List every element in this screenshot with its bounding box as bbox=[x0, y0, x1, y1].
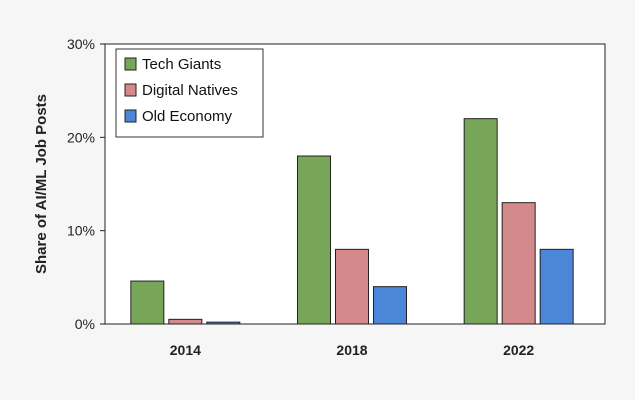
legend-label: Digital Natives bbox=[142, 82, 238, 99]
x-tick-labels: 2014 2018 2022 bbox=[170, 342, 535, 358]
x-tick-label: 2018 bbox=[336, 342, 367, 358]
legend-label: Old Economy bbox=[142, 108, 233, 125]
y-tick-label: 0% bbox=[75, 316, 95, 332]
y-ticks: 0% 10% 20% 30% bbox=[67, 36, 105, 332]
legend: Tech Giants Digital Natives Old Economy bbox=[115, 48, 264, 138]
bar-tech-giants-2014 bbox=[130, 280, 165, 325]
bar-tech-giants-2022 bbox=[463, 118, 498, 325]
bars-layer bbox=[130, 118, 574, 325]
legend-items: Tech Giants Digital Natives Old Economy bbox=[124, 56, 238, 125]
bar-tech-giants-2018 bbox=[297, 155, 331, 325]
legend-swatch bbox=[124, 83, 137, 97]
bar-old-economy-2014 bbox=[206, 321, 241, 325]
x-tick-label: 2014 bbox=[170, 342, 201, 358]
legend-label: Tech Giants bbox=[142, 56, 221, 73]
y-tick-label: 10% bbox=[67, 223, 95, 239]
x-tick-label: 2022 bbox=[503, 342, 534, 358]
bar-old-economy-2018 bbox=[373, 286, 407, 325]
bar-old-economy-2022 bbox=[539, 248, 574, 325]
legend-swatch bbox=[124, 57, 137, 71]
legend-box bbox=[115, 48, 264, 138]
y-tick-label: 20% bbox=[67, 129, 95, 145]
bar-digital-natives-2014 bbox=[168, 318, 203, 325]
y-tick-label: 30% bbox=[67, 36, 95, 52]
legend-swatch bbox=[124, 109, 137, 123]
bar-digital-natives-2022 bbox=[501, 202, 536, 325]
bar-digital-natives-2018 bbox=[335, 248, 369, 325]
y-axis-title: Share of AI/ML Job Posts bbox=[33, 94, 50, 274]
